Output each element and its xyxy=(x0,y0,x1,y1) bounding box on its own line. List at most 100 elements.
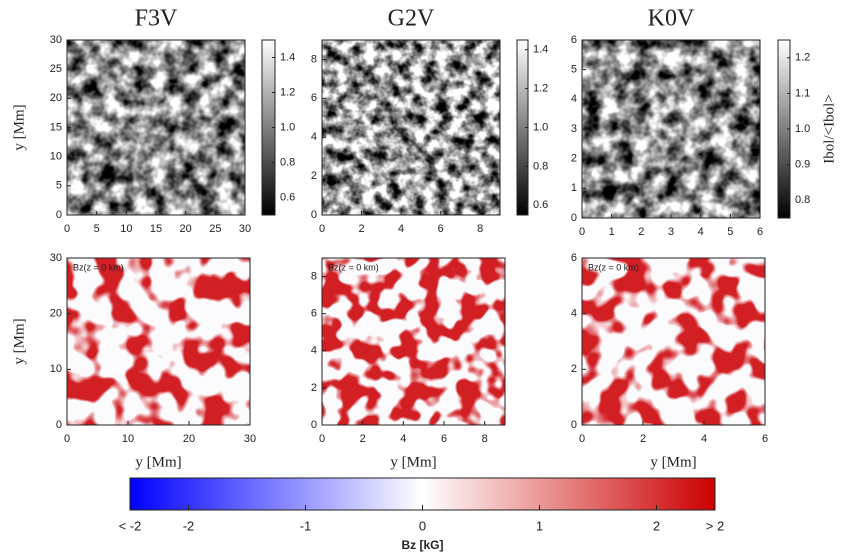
x-tick-label: 30 xyxy=(239,223,251,235)
tick-label: 1 xyxy=(536,518,543,533)
y-tick-label: 8 xyxy=(311,53,317,65)
colorbar-tick-label: 0.9 xyxy=(795,159,810,171)
tick-label: < -2 xyxy=(119,518,142,533)
x-tick-label: 20 xyxy=(183,433,195,445)
colorbar-tick-label: 1.4 xyxy=(280,51,295,63)
colorbar-tick-label: 1.2 xyxy=(795,52,810,64)
y-tick-label: 0 xyxy=(311,419,317,431)
x-tick-label: 5 xyxy=(94,223,100,235)
colorbar-label: Bz [kG] xyxy=(402,538,444,552)
y-tick-label: 0 xyxy=(311,209,317,221)
x-tick-label: 2 xyxy=(640,433,646,445)
x-tick-label: 0 xyxy=(319,223,325,235)
colorbar-tick-label: 0.8 xyxy=(795,194,810,206)
panel-title: F3V xyxy=(135,6,178,32)
colorbar-tick-label: 1.0 xyxy=(280,121,295,133)
y-tick-label: 6 xyxy=(571,252,577,264)
y-tick-label: 8 xyxy=(311,270,317,282)
x-tick-label: 15 xyxy=(150,223,162,235)
frame xyxy=(321,39,501,216)
x-tick-label: 5 xyxy=(727,226,733,238)
x-axis-label: y [Mm] xyxy=(390,454,436,470)
y-tick-label: 1 xyxy=(571,182,577,194)
y-tick-label: 0 xyxy=(571,212,577,224)
annotation: Bz(z = 0 km) xyxy=(588,262,639,272)
x-tick-label: 0 xyxy=(579,226,585,238)
y-tick-label: 0 xyxy=(56,209,62,221)
frame xyxy=(66,257,251,426)
annotation: Bz(z = 0 km) xyxy=(328,262,379,272)
x-tick-label: 2 xyxy=(360,433,366,445)
y-tick-label: 25 xyxy=(50,63,62,75)
colorbar-tick-label: 1.4 xyxy=(533,44,548,56)
x-tick-label: 0 xyxy=(64,223,70,235)
y-tick-label: 10 xyxy=(50,363,62,375)
colorbar-tick-label: 1.1 xyxy=(795,87,810,99)
y-tick-label: 20 xyxy=(50,308,62,320)
y-axis-label: y [Mm] xyxy=(11,318,27,364)
colorbar-tick-label: 0.6 xyxy=(533,199,548,211)
intensity-map xyxy=(67,40,245,215)
colorbar xyxy=(129,477,716,511)
y-tick-label: 2 xyxy=(571,153,577,165)
x-tick-label: 2 xyxy=(638,226,644,238)
x-tick-label: 6 xyxy=(441,433,447,445)
x-tick-label: 0 xyxy=(579,433,585,445)
x-tick-label: 10 xyxy=(120,223,132,235)
y-tick-label: 5 xyxy=(571,64,577,76)
y-tick-label: 5 xyxy=(56,180,62,192)
colorbar-tick-label: 0.6 xyxy=(280,191,295,203)
y-tick-label: 2 xyxy=(311,382,317,394)
x-tick-label: 0 xyxy=(319,433,325,445)
frame xyxy=(581,257,766,426)
colorbar-tick-label: 1.2 xyxy=(280,86,295,98)
y-tick-label: 2 xyxy=(571,363,577,375)
colorbar-tick-label: 0.8 xyxy=(533,160,548,172)
tick-label: 0 xyxy=(419,518,426,533)
x-tick-label: 4 xyxy=(698,226,704,238)
y-tick-label: 6 xyxy=(571,34,577,46)
x-tick-label: 20 xyxy=(180,223,192,235)
x-tick-label: 6 xyxy=(762,433,768,445)
field-map xyxy=(582,258,765,425)
y-axis-label: y [Mm] xyxy=(11,104,27,150)
y-tick-label: 30 xyxy=(50,252,62,264)
y-tick-label: 20 xyxy=(50,92,62,104)
x-tick-label: 30 xyxy=(244,433,256,445)
frame xyxy=(321,257,506,426)
x-tick-label: 4 xyxy=(701,433,707,445)
x-tick-label: 8 xyxy=(477,223,483,235)
colorbar-label: Ibol/<Ibol> xyxy=(821,94,837,163)
panel-title: K0V xyxy=(648,6,695,32)
field-map xyxy=(322,258,505,425)
y-tick-label: 15 xyxy=(50,121,62,133)
x-axis-label: y [Mm] xyxy=(650,454,696,470)
tick-label: > 2 xyxy=(706,518,724,533)
x-tick-label: 25 xyxy=(209,223,221,235)
panel-title: G2V xyxy=(388,6,435,32)
y-tick-label: 10 xyxy=(50,151,62,163)
intensity-map xyxy=(582,40,760,218)
x-tick-label: 0 xyxy=(64,433,70,445)
colorbar-tick-label: 1.0 xyxy=(795,123,810,135)
colorbar-tick-label: 1.2 xyxy=(533,83,548,95)
y-tick-label: 3 xyxy=(571,123,577,135)
intensity-map xyxy=(322,40,500,215)
annotation: Bz(z = 0 km) xyxy=(73,262,124,272)
tick-label: 2 xyxy=(653,518,660,533)
y-tick-label: 30 xyxy=(50,34,62,46)
y-tick-label: 4 xyxy=(311,131,317,143)
y-tick-label: 6 xyxy=(311,92,317,104)
x-tick-label: 4 xyxy=(400,433,406,445)
x-tick-label: 6 xyxy=(757,226,763,238)
field-map xyxy=(67,258,250,425)
y-tick-label: 4 xyxy=(571,308,577,320)
x-tick-label: 6 xyxy=(438,223,444,235)
tick-label: -1 xyxy=(300,518,312,533)
y-tick-label: 6 xyxy=(311,308,317,320)
tick-label: -2 xyxy=(183,518,195,533)
x-tick-label: 2 xyxy=(358,223,364,235)
x-axis-label: y [Mm] xyxy=(135,454,181,470)
colorbar-tick-label: 1.0 xyxy=(533,121,548,133)
